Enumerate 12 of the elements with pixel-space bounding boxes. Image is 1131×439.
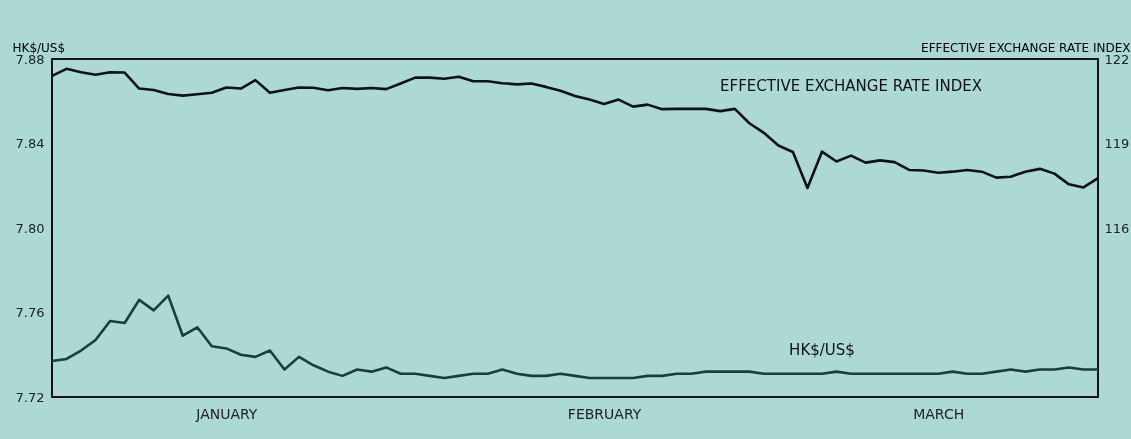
series-label: EFFECTIVE EXCHANGE RATE INDEX bbox=[720, 76, 982, 95]
x-tick-label: FEBRUARY bbox=[567, 405, 642, 422]
y-tick-label: 7.80 bbox=[15, 220, 45, 236]
y2-tick-label: 116 bbox=[1104, 220, 1130, 236]
x-tick-label: JANUARY bbox=[195, 405, 258, 422]
line-series bbox=[50, 294, 1100, 380]
y-tick-label: 7.84 bbox=[15, 136, 45, 151]
series-label: HK$/US$ bbox=[789, 340, 855, 359]
y2-tick-label: 119 bbox=[1104, 136, 1130, 151]
y-tick-label: 7.76 bbox=[15, 305, 45, 320]
x-tick-label: MARCH bbox=[913, 405, 965, 422]
y-tick-label: 7.72 bbox=[15, 389, 45, 405]
